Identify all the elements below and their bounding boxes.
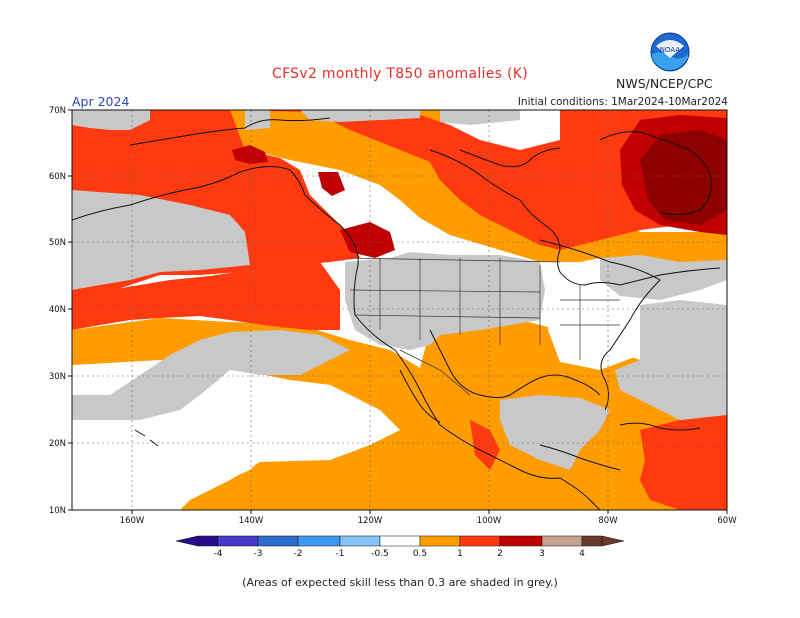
lon-label: 80W [598,516,618,526]
legend-swatch [419,535,461,547]
low-skill-alaska [72,110,150,130]
initial-conditions: Initial conditions: 1Mar2024-10Mar2024 [517,96,728,108]
anomaly-darkred-yukon [318,172,345,196]
legend-swatch [339,535,381,547]
low-skill-gulf [500,395,610,470]
low-skill-arctic [300,110,420,122]
low-skill-west-pacific [72,190,250,290]
lat-lon-grid [72,110,727,510]
low-skill-atlantic [615,300,727,420]
lat-label: 50N [49,238,66,248]
legend-label: 3 [539,549,545,559]
legend-label: 1 [457,549,463,559]
legend-swatch [499,535,543,547]
color-legend [175,535,625,547]
map-field [72,110,727,510]
anomaly-red-caribbean [640,415,727,510]
lat-label: 30N [49,372,66,382]
anomaly-darkred-hudson [640,130,727,225]
lon-label: 60W [717,516,737,526]
legend-label: -0.5 [371,549,389,559]
near-normal-eastus [548,285,640,370]
legend-swatch [581,535,603,547]
legend-arrow-high [601,535,625,547]
anomaly-red-central-america [470,420,500,470]
low-skill-conus [345,252,545,350]
legend-labels: -4 -3 -2 -1 -0.5 0.5 1 2 3 4 [214,549,586,559]
skill-caption: (Areas of expected skill less than 0.3 a… [242,576,558,589]
legend-label: 2 [497,549,503,559]
anomaly-red-eastpac [72,262,340,330]
noaa-logo: NOAA [650,32,690,72]
latitude-axis: 70N 60N 50N 40N 30N 20N 10N [49,106,72,516]
legend-swatch [459,535,501,547]
low-skill-pacific-south [72,330,350,420]
low-skill-eastern-canada [600,255,727,300]
lat-label: 20N [49,439,66,449]
political-borders [349,257,620,396]
coastlines [72,117,721,510]
legend-label: 4 [579,549,585,559]
lon-label: 140W [239,516,264,526]
legend-label: -2 [294,549,303,559]
anomaly-darkred-bc [340,222,395,258]
legend-swatch [379,535,421,547]
agency-label: NWS/NCEP/CPC [616,76,713,91]
legend-label: -4 [214,549,223,559]
longitude-axis: 160W 140W 120W 100W 80W 60W [120,510,737,526]
lat-label: 70N [49,106,66,116]
anomaly-red-canada [230,110,727,250]
legend-swatch [197,535,219,547]
map-frame [71,109,728,511]
legend-swatch [257,535,299,547]
noaa-logo-text: NOAA [660,46,681,54]
anomaly-darkred-alaska [232,145,268,164]
low-skill-greenland-strip [440,110,520,125]
lat-label: 60N [49,172,66,182]
legend-swatch [297,535,341,547]
legend-arrow-low [175,535,199,547]
lat-label: 10N [49,506,66,516]
legend-swatch [541,535,583,547]
lon-label: 160W [120,516,145,526]
legend-label: -3 [254,549,263,559]
forecast-month: Apr 2024 [72,94,130,109]
legend-swatch [217,535,259,547]
lon-label: 120W [358,516,383,526]
lat-label: 40N [49,305,66,315]
lon-label: 100W [477,516,502,526]
legend-label: -1 [336,549,345,559]
map-title: CFSv2 monthly T850 anomalies (K) [272,66,528,82]
legend-label: 0.5 [413,549,427,559]
